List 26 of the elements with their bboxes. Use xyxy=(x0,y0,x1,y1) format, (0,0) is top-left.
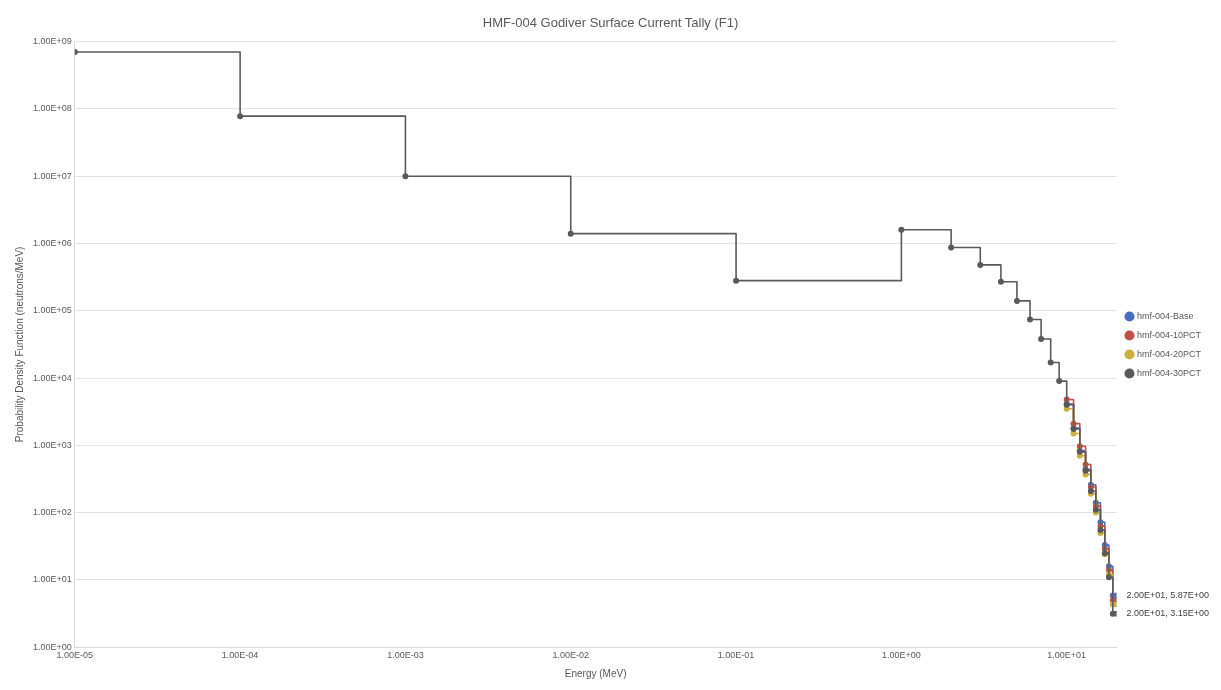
x-tick-label: 1.00E-03 xyxy=(387,650,424,661)
y-tick-label: 1.00E+00 xyxy=(32,641,72,652)
y-tick-label: 1.00E+07 xyxy=(32,170,72,181)
x-tick-label: 1.00E+01 xyxy=(1047,650,1087,661)
y-tick-label: 1.00E+06 xyxy=(32,237,72,248)
x-axis-title: Energy (MeV) xyxy=(564,667,627,679)
y-tick-label: 1.00E+08 xyxy=(32,103,72,114)
y-tick-label: 1.00E+02 xyxy=(32,507,72,518)
y-tick-label: 1.00E+01 xyxy=(32,574,72,585)
legend-label: hmf-004-30PCT xyxy=(1136,367,1202,378)
y-axis-title: Probability Density Function (neutrons/MeV) xyxy=(13,246,25,443)
y-tick-label: 1.00E+04 xyxy=(32,372,72,383)
x-tick-label: 1.00E-02 xyxy=(552,650,590,661)
annotation: 2.00E+01, 3.15E+00 xyxy=(1126,608,1210,619)
x-tick-label: 1.00E-04 xyxy=(221,650,259,661)
legend-label: hmf-004-Base xyxy=(1136,310,1194,321)
x-tick-label: 1.00E-05 xyxy=(56,650,94,661)
annotation: 2.00E+01, 5.87E+00 xyxy=(1126,589,1210,600)
x-tick-label: 1.00E-01 xyxy=(717,650,755,661)
y-tick-label: 1.00E+05 xyxy=(32,305,72,316)
y-tick-label: 1.00E+03 xyxy=(32,439,72,450)
legend-label: hmf-004-20PCT xyxy=(1136,348,1202,359)
chart-title: HMF-004 Godiver Surface Current Tally (F1) xyxy=(482,15,739,31)
legend-label: hmf-004-10PCT xyxy=(1136,329,1202,340)
y-tick-label: 1.00E+09 xyxy=(32,36,72,47)
x-tick-label: 1.00E+00 xyxy=(881,650,921,661)
